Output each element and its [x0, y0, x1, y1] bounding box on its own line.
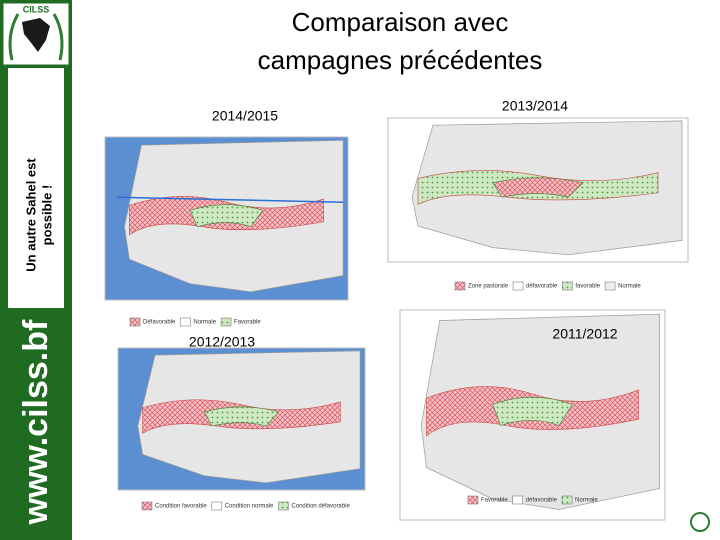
logo-box — [2, 2, 70, 66]
legend-text: Favorable — [481, 498, 508, 504]
legend-swatch — [220, 317, 232, 327]
slogan-box — [8, 68, 64, 308]
legend-swatch — [604, 281, 616, 291]
legend-text: Normale — [618, 284, 641, 290]
map-zone — [204, 406, 280, 427]
legend-swatch — [141, 501, 153, 511]
logo-text: CILSS — [23, 4, 50, 14]
map-zone — [492, 396, 573, 426]
legend-swatch — [211, 501, 222, 511]
small-logo — [690, 512, 710, 532]
legend-text: Condition favorable — [155, 504, 207, 510]
legend-text: Normale — [193, 320, 216, 326]
map-limit — [117, 196, 344, 203]
legend-text: défavorable — [526, 498, 558, 504]
legend-swatch — [278, 501, 289, 511]
title: campagnes précédentes — [258, 45, 543, 75]
legend-text: Normale — [575, 498, 598, 504]
legend-text: Condition défavorable — [291, 504, 350, 510]
panel-label: 2014/2015 — [212, 108, 278, 124]
map-zone — [492, 177, 584, 198]
slogan: Un autre Sahel est — [23, 158, 38, 272]
panel-label: 2011/2012 — [552, 326, 617, 342]
legend-text: Favorable — [234, 320, 261, 326]
legend-swatch — [180, 317, 191, 327]
legend-swatch — [454, 281, 466, 291]
legend-swatch — [129, 317, 141, 327]
legend-text: favorable — [575, 284, 600, 290]
panel-label: 2012/2013 — [189, 334, 255, 350]
panel-label: 2013/2014 — [502, 98, 568, 114]
slogan: possible ! — [39, 185, 54, 246]
logo-africa — [22, 18, 50, 52]
legend-text: défavorable — [526, 284, 558, 290]
legend-swatch — [562, 281, 573, 291]
legend-swatch — [512, 281, 524, 291]
map-zone — [189, 204, 264, 228]
legend-text: Condition normale — [225, 504, 274, 510]
legend-text: Défavorable — [143, 320, 176, 326]
title: Comparaison avec — [292, 7, 509, 37]
url: www.cilss.bf — [17, 319, 55, 525]
logo-laurel — [8, 13, 64, 61]
legend-text: Zone pastorale — [468, 284, 509, 290]
legend-swatch — [561, 495, 573, 505]
legend-swatch — [467, 495, 479, 505]
legend-swatch — [512, 495, 523, 505]
